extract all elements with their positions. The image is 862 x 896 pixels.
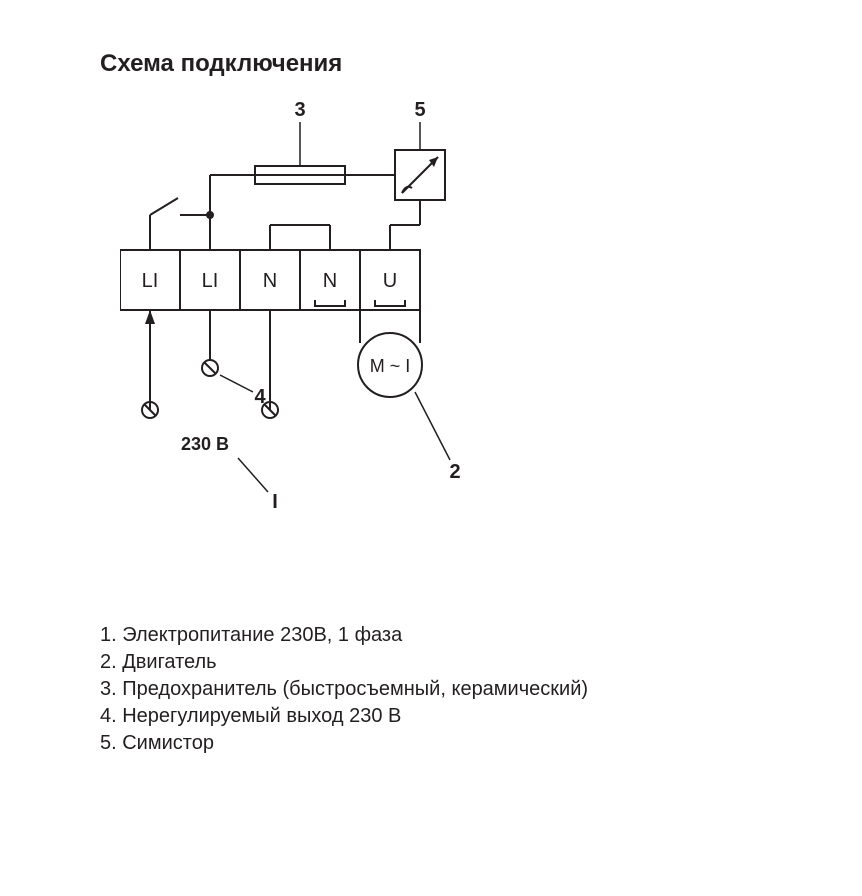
- legend-item-4: 4. Нерегулируемый выход 230 В: [100, 705, 588, 728]
- callout-1: I: [272, 491, 278, 513]
- motor-label: M ~ I: [370, 356, 411, 376]
- top-wiring: [150, 150, 445, 250]
- terminal-label-li2: LI: [202, 270, 219, 292]
- terminal-label-li1: LI: [142, 270, 159, 292]
- terminal-label-n1: N: [263, 270, 277, 292]
- legend: 1. Электропитание 230В, 1 фаза 2. Двигат…: [100, 620, 588, 759]
- wiring-diagram: LI LI N N U: [120, 100, 640, 525]
- callout-4: 4: [254, 386, 266, 408]
- legend-item-5: 5. Симистор: [100, 732, 588, 755]
- voltage-label: 230 В: [181, 434, 229, 454]
- callout-3: 3: [294, 100, 305, 121]
- callout-5: 5: [414, 100, 425, 121]
- motor-symbol: [358, 310, 422, 397]
- legend-item-1: 1. Электропитание 230В, 1 фаза: [100, 624, 588, 647]
- terminal-label-u: U: [383, 270, 397, 292]
- page: Схема подключения LI LI N N U: [0, 0, 862, 896]
- legend-item-2: 2. Двигатель: [100, 651, 588, 674]
- callout-numbers: 3 5 4 2 I: [254, 100, 460, 513]
- terminal-label-n2: N: [323, 270, 337, 292]
- unregulated-output: [202, 310, 218, 376]
- page-title: Схема подключения: [100, 50, 342, 78]
- legend-item-3: 3. Предохранитель (быстросъемный, керами…: [100, 678, 588, 701]
- callout-2: 2: [449, 461, 460, 483]
